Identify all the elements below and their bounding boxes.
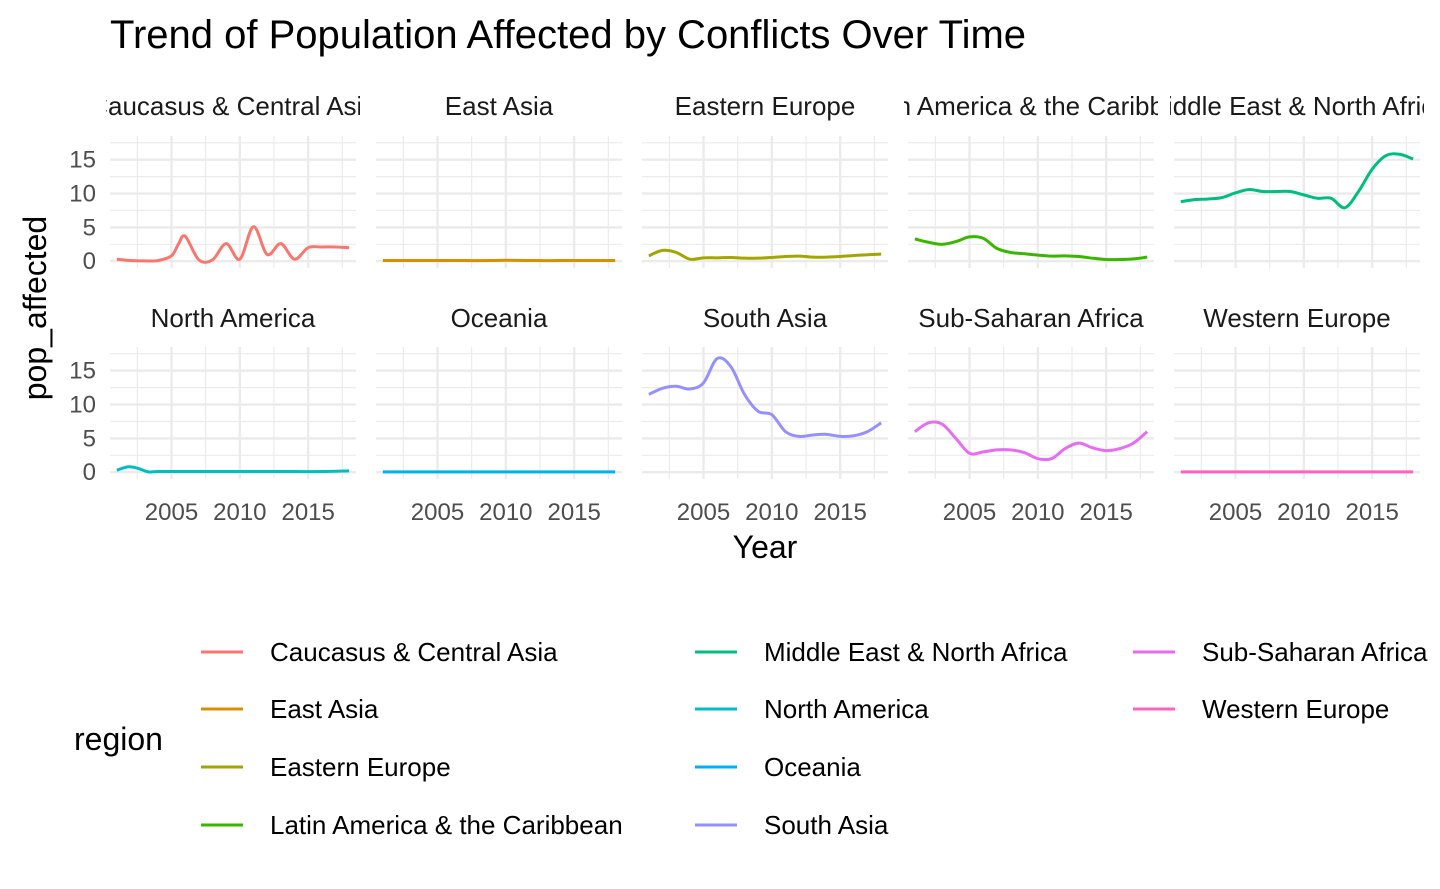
facet-panel: South Asia 2005 2010 2015 [642,303,888,526]
legend-label: East Asia [270,694,379,724]
facet-panels: Caucasus & Central Asia 0 5 10 15 East Asia Ea… [69,91,1440,526]
legend-item: Western Europe [1133,694,1389,724]
series-line [648,248,882,261]
y-tick-label: 0 [83,248,96,275]
facet-strip-label: East Asia [445,91,554,121]
x-tick-label: 2005 [677,499,730,526]
facet-strip-label: Oceania [451,303,548,333]
facet-panel: Eastern Europe [642,91,888,268]
legend-item: East Asia [201,694,379,724]
legend-label: Sub-Saharan Africa [1202,637,1428,667]
y-tick-label: 10 [69,181,96,208]
facet-panel: Western Europe 2005 2010 2015 [1174,303,1420,526]
x-tick-label: 2010 [745,499,798,526]
facet-panel: Middle East & North Africa [1145,91,1440,268]
legend-item: Eastern Europe [201,752,451,782]
legend-label: Latin America & the Caribbean [270,810,623,840]
facet-strip-label: Middle East & North Africa [1145,91,1440,121]
legend-label: Middle East & North Africa [764,637,1068,667]
series-line [914,235,1148,262]
x-tick-label: 2005 [145,499,198,526]
legend-title: region [74,721,163,757]
x-axis-title: Year [733,529,798,565]
y-tick-label: 5 [83,425,96,452]
series-line [116,465,350,474]
x-tick-label: 2015 [1079,499,1132,526]
facet-panel: North America 0 5 10 15 2005 2010 2015 [69,303,356,526]
y-tick-label: 15 [69,358,96,385]
y-axis-title: pop_affected [17,216,53,400]
x-tick-label: 2010 [479,499,532,526]
facet-panel: Sub-Saharan Africa 2005 2010 2015 [908,303,1154,526]
facet-strip-label: Eastern Europe [675,91,856,121]
facet-strip-label: South Asia [703,303,828,333]
y-tick-label: 15 [69,147,96,174]
legend-label: Eastern Europe [270,752,451,782]
x-tick-label: 2015 [1345,499,1398,526]
facet-strip-label: Caucasus & Central Asia [89,91,377,121]
y-tick-label: 10 [69,392,96,419]
legend-label: Caucasus & Central Asia [270,637,558,667]
x-tick-label: 2005 [411,499,464,526]
legend-item: North America [695,694,929,724]
x-tick-label: 2005 [943,499,996,526]
x-tick-label: 2015 [547,499,600,526]
series-line [913,420,1149,462]
y-tick-label: 5 [83,214,96,241]
series-line [116,225,350,264]
x-tick-label: 2005 [1209,499,1262,526]
legend-item: Middle East & North Africa [695,637,1068,667]
legend-item: South Asia [695,810,889,840]
facet-panel: East Asia [376,91,622,268]
facet-strip-label: Western Europe [1203,303,1390,333]
x-tick-label: 2015 [813,499,866,526]
x-tick-label: 2010 [1277,499,1330,526]
x-tick-label: 2010 [1011,499,1064,526]
legend-label: North America [764,694,929,724]
x-tick-label: 2010 [213,499,266,526]
legend: region Caucasus & Central Asia East Asia E… [74,637,1428,840]
facet-panel: Latin America & the Caribbean [855,91,1208,268]
legend-item: Sub-Saharan Africa [1133,637,1428,667]
legend-label: South Asia [764,810,889,840]
facet-strip-label: Sub-Saharan Africa [918,303,1144,333]
x-tick-label: 2015 [281,499,334,526]
legend-item: Latin America & the Caribbean [201,810,623,840]
facet-strip-label: Latin America & the Caribbean [855,91,1208,121]
legend-item: Caucasus & Central Asia [201,637,558,667]
legend-item: Oceania [695,752,861,782]
legend-label: Western Europe [1202,694,1389,724]
chart-title: Trend of Population Affected by Conflict… [110,13,1026,57]
facet-panel: Oceania 2005 2010 2015 [376,303,622,526]
series-line [648,356,883,438]
legend-label: Oceania [764,752,861,782]
facet-strip-label: North America [151,303,316,333]
facet-panel: Caucasus & Central Asia 0 5 10 15 [69,91,377,275]
series-line [1180,152,1414,210]
y-tick-label: 0 [83,459,96,486]
